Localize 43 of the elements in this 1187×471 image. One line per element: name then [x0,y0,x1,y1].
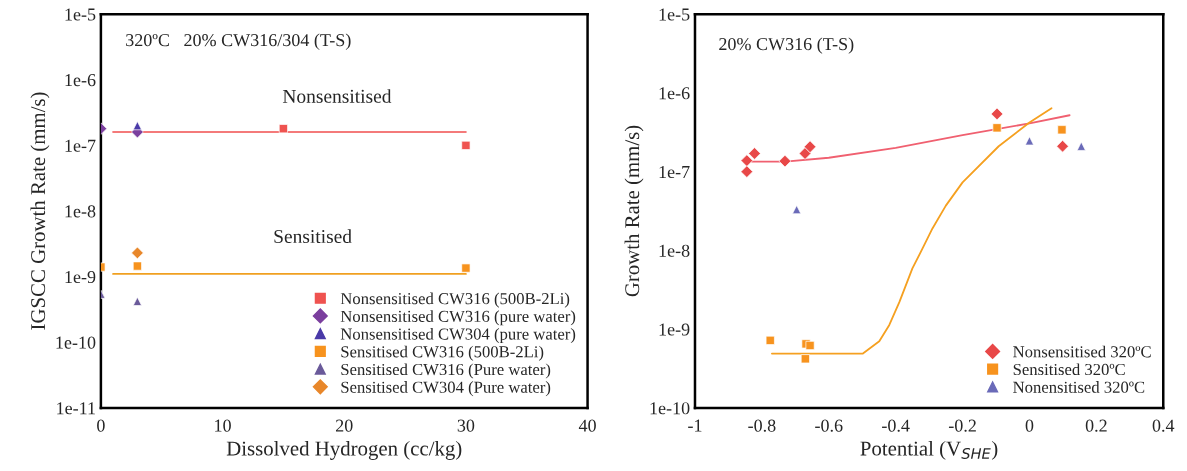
annotation: 320ºC 20% CW316/304 (T-S) [126,33,351,50]
legend-label: Sensitised CW316 (500B-2Li) [341,345,544,361]
x-tick-label: 0.4 [1152,419,1175,432]
x-axis-title: Potential (V$_{SHE}$) [860,440,998,460]
y-tick-label: 1e-10 [650,402,690,415]
y-tick-label: 1e-8 [65,205,96,218]
y-tick-label: 1e-11 [57,402,95,415]
legend-label: Nonsensitised CW316 (pure water) [340,310,576,326]
x-axis-title: Dissolved Hydrogen (cc/kg) [226,440,462,460]
y-tick-label: 1e-8 [659,244,690,257]
y-tick-label: 1e-5 [65,8,96,21]
y-tick-label: 1e-10 [56,336,96,349]
x-tick-label: -0.8 [748,419,776,432]
x-tick-label: 0.2 [1085,419,1107,432]
x-tick-label: 10 [215,419,231,432]
legend-label: Nonensitised 320ºC [1013,381,1145,393]
x-tick-label: 30 [457,419,475,432]
y-tick-label: 1e-6 [65,74,96,87]
y-axis-title: IGSCC Growth Rate (mm/s) [30,92,50,330]
y-tick-label: 1e-7 [659,165,690,179]
annotation: Sensitised [274,229,352,244]
legend-label: Sensitised CW316 (Pure water) [341,363,551,379]
annotation: Nonsensitised [282,89,392,103]
legend-label: Nonsensitised 320ºC [1013,345,1151,358]
y-tick-label: 1e-9 [65,270,96,284]
y-tick-label: 1e-6 [659,87,690,100]
legend-label: Nonsensitised CW316 (500B-2Li) [340,292,570,308]
x-tick-label: -0.6 [815,419,843,432]
y-tick-label: 1e-7 [65,139,96,152]
legend-label: Nonsensitised CW304 (pure water) [340,327,576,344]
y-axis-title: Growth Rate (mm/s) [624,125,644,297]
y-tick-label: 1e-5 [659,8,690,21]
legend-label: Sensitised 320ºC [1013,363,1125,376]
x-tick-label: 0 [1025,419,1034,432]
x-tick-label: 20 [335,419,353,432]
x-tick-label: -0.2 [948,419,976,432]
x-tick-label: 40 [578,419,596,432]
y-tick-label: 1e-9 [659,323,690,336]
legend-label: Sensitised CW304 (Pure water) [341,381,551,397]
x-tick-label: -1 [688,419,702,432]
x-tick-label: -0.4 [882,419,910,432]
x-tick-label: 0 [97,419,105,432]
annotation: 20% CW316 (T-S) [719,37,854,54]
